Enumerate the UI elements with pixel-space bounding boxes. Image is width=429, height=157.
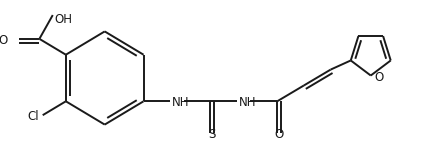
Text: O: O	[375, 71, 384, 84]
Text: Cl: Cl	[27, 110, 39, 123]
Text: NH: NH	[239, 96, 257, 109]
Text: NH: NH	[172, 96, 190, 109]
Text: O: O	[0, 34, 8, 47]
Text: OH: OH	[54, 13, 73, 26]
Text: O: O	[275, 128, 284, 141]
Text: S: S	[208, 128, 216, 141]
